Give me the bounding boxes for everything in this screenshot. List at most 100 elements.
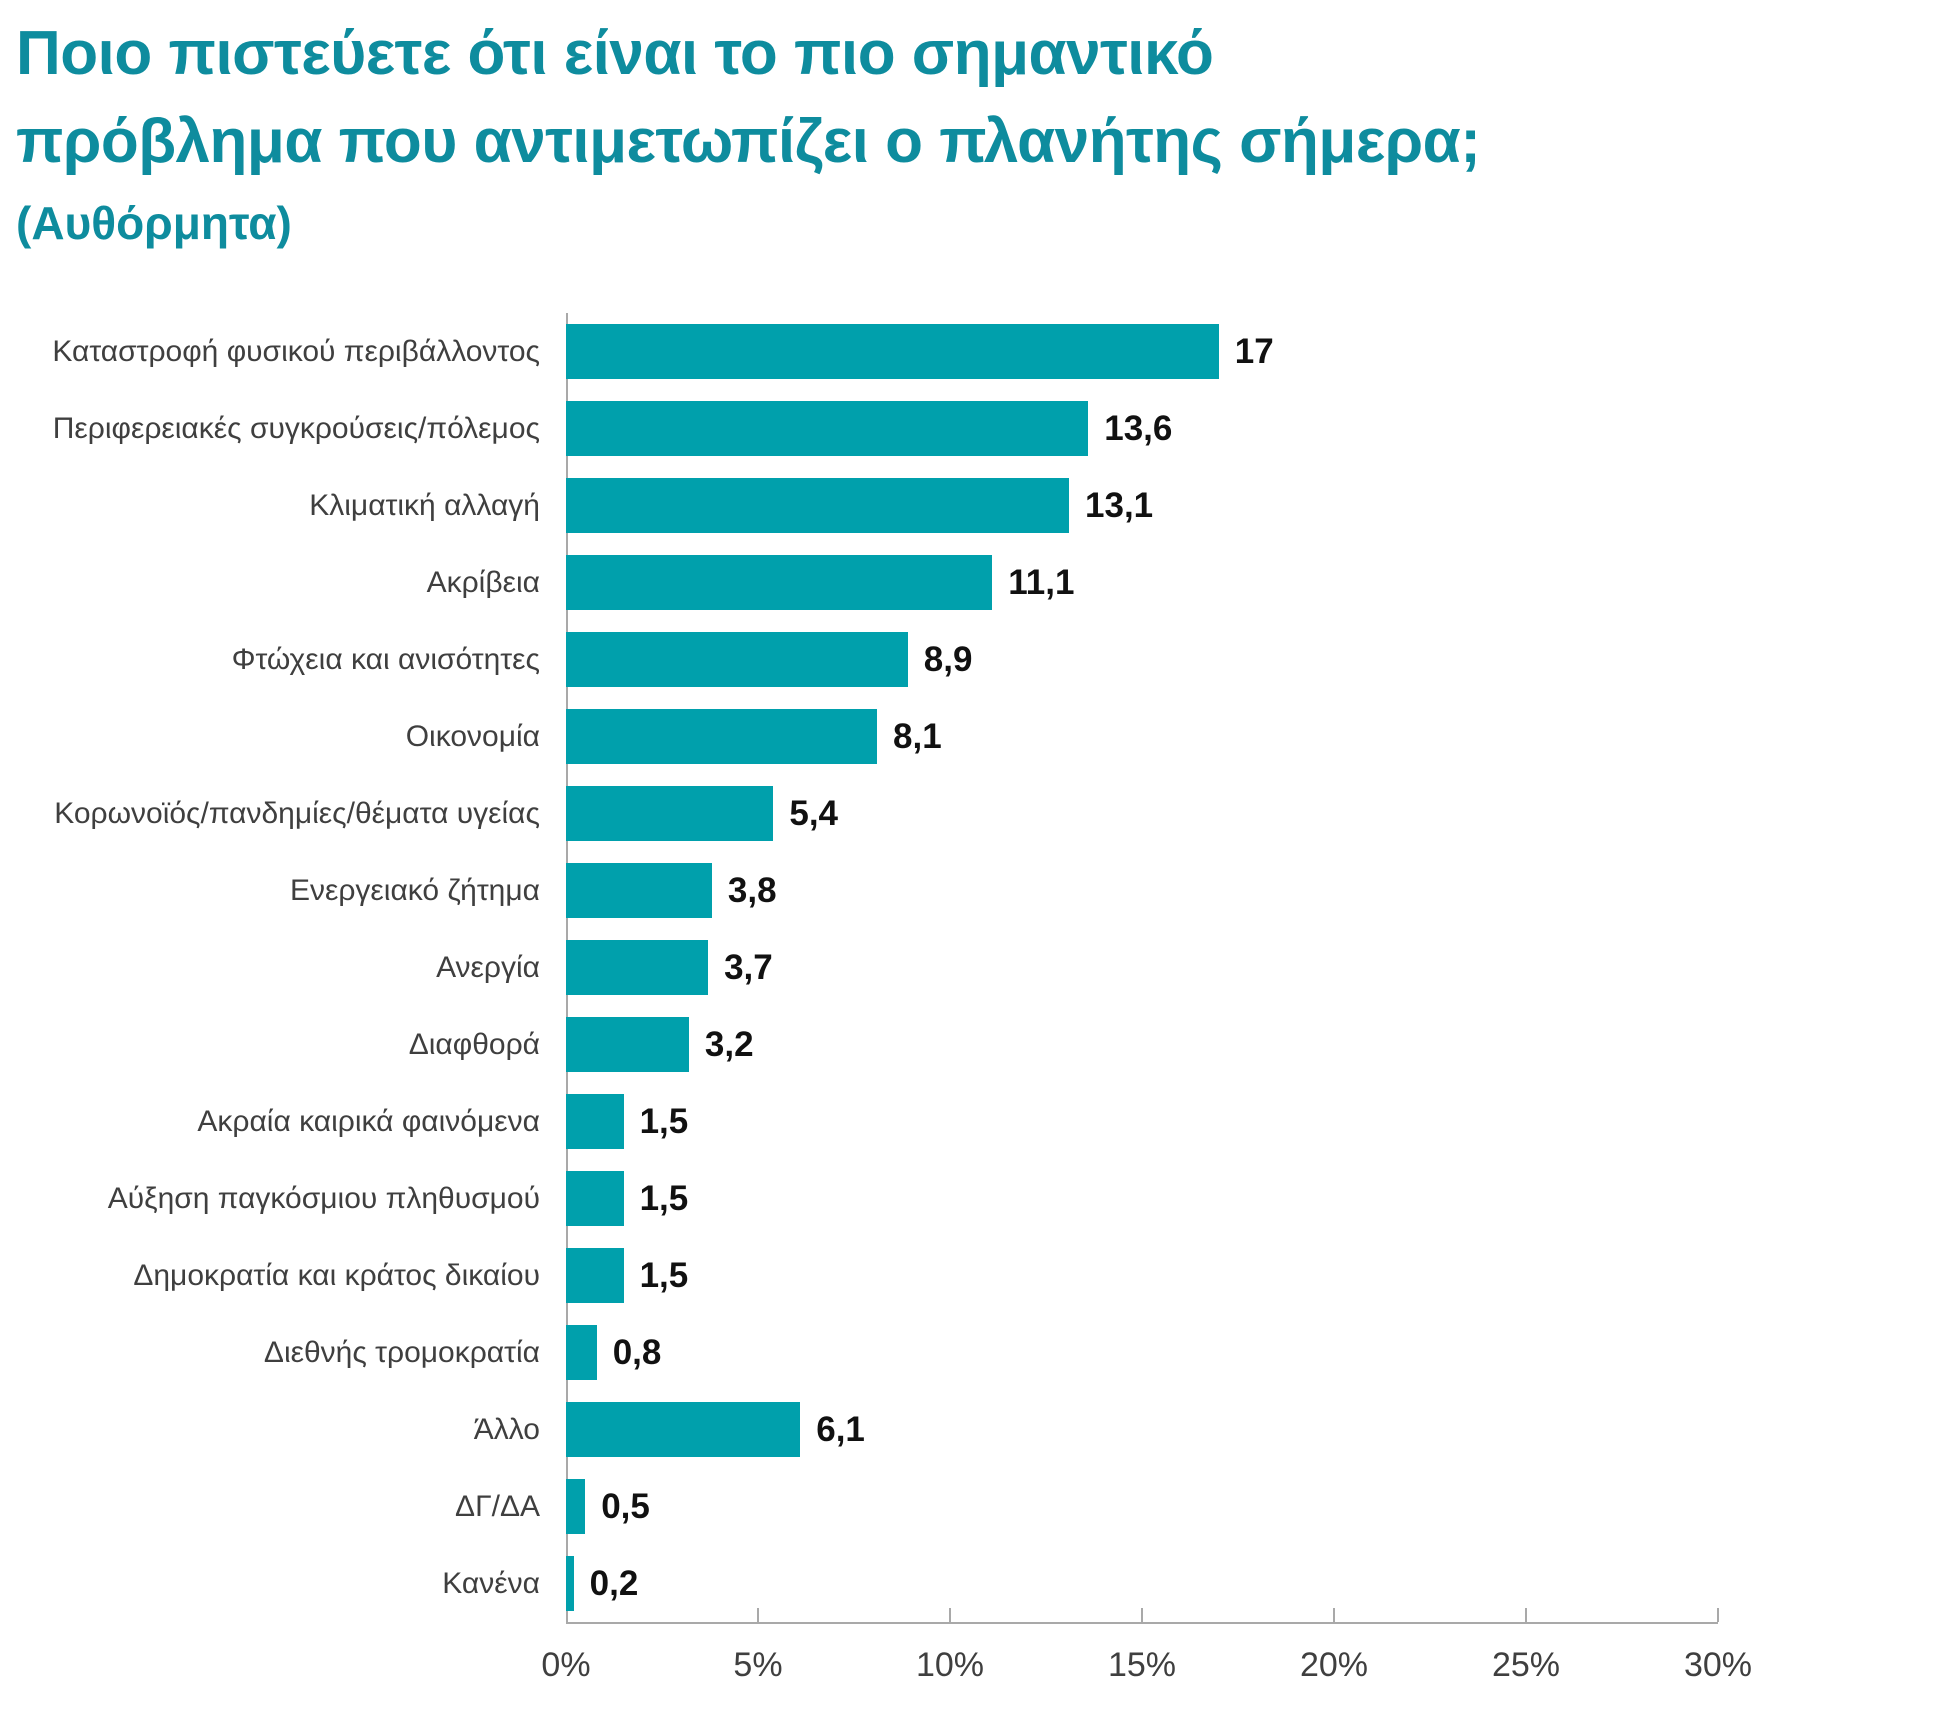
bar-value-label: 3,8 [727, 870, 777, 910]
bar-row: Περιφερειακές συγκρούσεις/πόλεμος 13,6 [0, 390, 1936, 467]
bar-value-label: 17 [1234, 331, 1274, 371]
bar [566, 1556, 574, 1612]
bar-row: Ενεργειακό ζήτημα 3,8 [0, 852, 1936, 929]
bar-value-label: 0,5 [601, 1486, 650, 1526]
bar [566, 709, 878, 765]
bar-plot-area: 11,1 [566, 555, 1866, 611]
bar-value-label: 11,1 [1008, 562, 1075, 602]
x-axis-tick-label: 25% [1491, 1646, 1561, 1685]
x-axis: 0% 5% 10% 15% 20% 25% 30% [541, 1608, 1752, 1702]
bar-value-label: 3,7 [724, 947, 773, 987]
x-axis-tick [1525, 1608, 1527, 1623]
bar-rows: Καταστροφή φυσικού περιβάλλοντος 17 Περι… [0, 313, 1936, 1623]
bar [566, 401, 1089, 457]
category-label: Ακρίβεια [426, 565, 540, 599]
x-axis-tick-label: 5% [733, 1646, 783, 1685]
chart-subtitle: (Αυθόρμητα) [16, 197, 292, 250]
bar-row: Άλλο 6,1 [0, 1391, 1936, 1468]
bar-row: Κλιματική αλλαγή 13,1 [0, 467, 1936, 544]
bar-row: Διεθνής τρομοκρατία 0,8 [0, 1314, 1936, 1391]
bar [566, 1325, 597, 1381]
x-axis-tick-label: 20% [1299, 1646, 1369, 1685]
bar-row: Δημοκρατία και κράτος δικαίου 1,5 [0, 1237, 1936, 1314]
bar [566, 940, 709, 996]
bar-row: Κορωνοϊός/πανδημίες/θέματα υγείας 5,4 [0, 775, 1936, 852]
bar-row: Ακραία καιρικά φαινόμενα 1,5 [0, 1083, 1936, 1160]
bar-plot-area: 0,2 [566, 1556, 1866, 1612]
bar-plot-area: 13,1 [566, 478, 1866, 534]
bar [566, 1017, 689, 1073]
category-label: Δημοκρατία και κράτος δικαίου [133, 1258, 540, 1292]
bar [566, 1479, 586, 1535]
bar-value-label: 8,9 [923, 639, 973, 679]
bar-value-label: 1,5 [639, 1178, 689, 1218]
category-label: Φτώχεια και ανισότητες [231, 642, 540, 676]
bar-row: Ανεργία 3,7 [0, 929, 1936, 1006]
x-axis-tick [949, 1608, 951, 1623]
category-label: Διεθνής τρομοκρατία [263, 1335, 540, 1369]
bar-value-label: 5,4 [789, 793, 839, 833]
bar [566, 1248, 624, 1304]
x-axis-tick-label: 0% [541, 1646, 591, 1685]
bar [566, 786, 774, 842]
x-axis-tick-label: 15% [1107, 1646, 1177, 1685]
bar-plot-area: 17 [566, 324, 1866, 380]
bar-value-label: 8,1 [893, 716, 942, 756]
bar-plot-area: 8,1 [566, 709, 1866, 765]
x-axis-tick [1717, 1608, 1719, 1623]
bar-value-label: 3,2 [704, 1024, 754, 1064]
category-label: Περιφερειακές συγκρούσεις/πόλεμος [52, 411, 540, 445]
bar [566, 324, 1219, 380]
bar [566, 632, 908, 688]
category-label: Ανεργία [436, 950, 540, 984]
bar-row: Καταστροφή φυσικού περιβάλλοντος 17 [0, 313, 1936, 390]
bar-plot-area: 1,5 [566, 1171, 1866, 1227]
bar-chart: Καταστροφή φυσικού περιβάλλοντος 17 Περι… [0, 313, 1936, 1702]
bar-value-label: 6,1 [816, 1409, 865, 1449]
bar-plot-area: 8,9 [566, 632, 1866, 688]
bar [566, 555, 993, 611]
category-label: Αύξηση παγκόσμιου πληθυσμού [107, 1181, 540, 1215]
bar-plot-area: 0,5 [566, 1479, 1866, 1535]
bar-plot-area: 13,6 [566, 401, 1866, 457]
x-axis-tick [1141, 1608, 1143, 1623]
category-label: Διαφθορά [408, 1027, 540, 1061]
x-axis-tick-label: 10% [915, 1646, 985, 1685]
bar-row: ΔΓ/ΔΑ 0,5 [0, 1468, 1936, 1545]
bar-plot-area: 6,1 [566, 1402, 1866, 1458]
bar-row: Διαφθορά 3,2 [0, 1006, 1936, 1083]
bar-value-label: 1,5 [639, 1255, 689, 1295]
bar [566, 1171, 624, 1227]
category-label: Οικονομία [405, 719, 540, 753]
bar-plot-area: 1,5 [566, 1248, 1866, 1304]
bar-plot-area: 3,7 [566, 940, 1866, 996]
bar [566, 1402, 801, 1458]
category-label: Ενεργειακό ζήτημα [289, 873, 540, 907]
bar-plot-area: 5,4 [566, 786, 1866, 842]
category-label: Κλιματική αλλαγή [309, 488, 540, 522]
bar [566, 478, 1070, 534]
category-label: Άλλο [473, 1412, 540, 1446]
category-label: ΔΓ/ΔΑ [455, 1489, 540, 1523]
bar-row: Κανένα 0,2 [0, 1545, 1936, 1622]
bar-row: Οικονομία 8,1 [0, 698, 1936, 775]
bar-plot-area: 3,8 [566, 863, 1866, 919]
bar-value-label: 0,2 [589, 1563, 639, 1603]
bar-row: Φτώχεια και ανισότητες 8,9 [0, 621, 1936, 698]
bar-plot-area: 0,8 [566, 1325, 1866, 1381]
category-label: Καταστροφή φυσικού περιβάλλοντος [52, 334, 540, 368]
bar-value-label: 1,5 [639, 1101, 689, 1141]
category-label: Κανένα [442, 1566, 540, 1600]
chart-title-line-1: Ποιο πιστεύετε ότι είναι το πιο σημαντικ… [16, 19, 1214, 88]
x-axis-tick-label: 30% [1683, 1646, 1753, 1685]
chart-title-line-2: πρόβλημα που αντιμετωπίζει ο πλανήτης σή… [16, 107, 1481, 177]
bar-value-label: 13,6 [1104, 408, 1173, 448]
bar [566, 1094, 624, 1150]
x-axis-tick [1333, 1608, 1335, 1623]
bar-value-label: 13,1 [1085, 485, 1154, 525]
bar-plot-area: 1,5 [566, 1094, 1866, 1150]
bar-row: Ακρίβεια 11,1 [0, 544, 1936, 621]
bar-plot-area: 3,2 [566, 1017, 1866, 1073]
bar [566, 863, 712, 919]
